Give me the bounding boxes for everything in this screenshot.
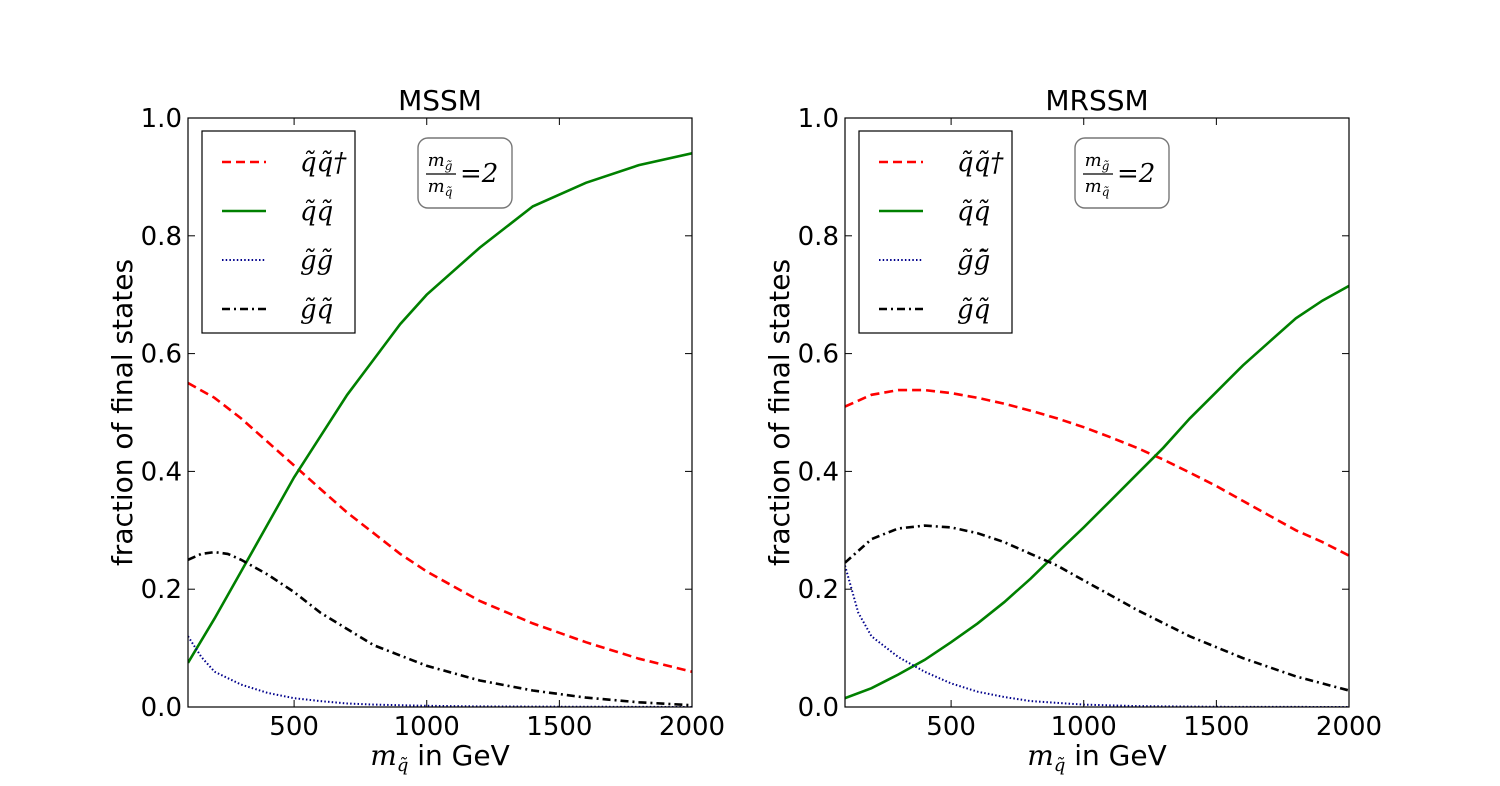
- y-tick-label: 0.2: [141, 575, 182, 605]
- series-line-2: [188, 635, 692, 707]
- series-line-3: [845, 524, 1349, 692]
- series-line-0: [845, 388, 1349, 557]
- x-tick-label: 500: [269, 712, 319, 742]
- y-tick-label: 0.2: [798, 575, 839, 605]
- y-tick-label: 0.0: [141, 693, 182, 723]
- series-line-1: [188, 152, 692, 664]
- x-tick-label: 500: [926, 712, 976, 742]
- legend-label-1: q̃q̃: [957, 197, 990, 227]
- annotation-denominator: mq̃: [428, 176, 453, 199]
- series-line-2: [845, 565, 1349, 707]
- y-tick-label: 1.0: [141, 104, 182, 134]
- x-axis-label-subscript: q̃: [397, 755, 409, 776]
- x-axis-label: mq̃ in GeV: [370, 739, 510, 776]
- y-tick-label: 0.4: [141, 457, 182, 487]
- ratio-annotation: mg̃mq̃=2: [1074, 137, 1170, 209]
- annotation-num-symbol: m: [1085, 150, 1102, 171]
- legend-label-3: g̃q̃: [957, 295, 990, 325]
- legend: q̃q̃† q̃q̃ g̃g̃ g̃q̃: [201, 130, 356, 334]
- x-tick-label: 1000: [394, 712, 460, 742]
- x-tick-label: 2000: [659, 712, 725, 742]
- y-tick-label: 1.0: [798, 104, 839, 134]
- series-line-0: [188, 381, 692, 673]
- legend: q̃q̃† q̃q̃ g̃g̃̄ g̃q̃: [858, 130, 1013, 334]
- x-tick-label: 1500: [1183, 712, 1249, 742]
- legend-label-0: q̃q̃†: [957, 148, 1004, 178]
- legend-label-3: g̃q̃: [300, 295, 333, 325]
- x-axis-label: mq̃ in GeV: [1027, 739, 1167, 776]
- legend-label-1: q̃q̃: [300, 197, 333, 227]
- annotation-den-sub: q̃: [445, 185, 453, 199]
- y-axis-label: fraction of final states: [763, 259, 796, 566]
- y-tick-label: 0.6: [141, 340, 182, 370]
- annotation-den-symbol: m: [1085, 176, 1102, 197]
- x-axis-label-text: in GeV: [1065, 739, 1166, 772]
- annotation-equals: =2: [460, 159, 498, 189]
- x-tick-label: 1500: [526, 712, 592, 742]
- annotation-num-symbol: m: [428, 150, 445, 171]
- y-tick-label: 0.4: [798, 457, 839, 487]
- x-tick-label: 1000: [1051, 712, 1117, 742]
- series-line-1: [845, 284, 1349, 700]
- legend-box: [858, 130, 1013, 334]
- chart-panel-mssm: 500 1000 1500 2000 0.0 0.2 0.4 0.6 0.8 1.0 MSSM fra…: [106, 84, 725, 776]
- legend-label-0: q̃q̃†: [300, 148, 347, 178]
- x-axis-label-subscript: q̃: [1054, 755, 1066, 776]
- axes-frame: [187, 117, 693, 708]
- chart-panel-mrssm: 500 1000 1500 2000 0.0 0.2 0.4 0.6 0.8 1.0 MRSSM fr…: [763, 84, 1382, 776]
- legend-box: [201, 130, 356, 334]
- y-tick-label: 0.8: [141, 222, 182, 252]
- annotation-numerator: mg̃: [1085, 150, 1110, 173]
- y-tick-label: 0.8: [798, 222, 839, 252]
- x-axis-label-symbol: m: [1027, 739, 1054, 772]
- annotation-num-sub: g̃: [445, 159, 453, 173]
- annotation-num-sub: g̃: [1102, 159, 1110, 173]
- annotation-den-sub: q̃: [1102, 185, 1110, 199]
- annotation-equals: =2: [1117, 159, 1155, 189]
- annotation-numerator: mg̃: [428, 150, 453, 173]
- chart-title: MSSM: [398, 84, 482, 117]
- x-axis-label-symbol: m: [370, 739, 397, 772]
- annotation-box: [1074, 137, 1170, 209]
- y-axis-label: fraction of final states: [106, 259, 139, 566]
- y-tick-label: 0.0: [798, 693, 839, 723]
- axes-frame: [844, 117, 1350, 708]
- y-tick-label: 0.6: [798, 340, 839, 370]
- legend-label-2: g̃g̃̄: [957, 246, 990, 276]
- annotation-box: [417, 137, 513, 209]
- chart-title: MRSSM: [1045, 84, 1148, 117]
- x-tick-label: 2000: [1316, 712, 1382, 742]
- series-line-3: [188, 550, 692, 707]
- legend-label-2: g̃g̃: [300, 246, 333, 276]
- x-axis-label-text: in GeV: [408, 739, 509, 772]
- ratio-annotation: mg̃mq̃=2: [417, 137, 513, 209]
- annotation-denominator: mq̃: [1085, 176, 1110, 199]
- annotation-den-symbol: m: [428, 176, 445, 197]
